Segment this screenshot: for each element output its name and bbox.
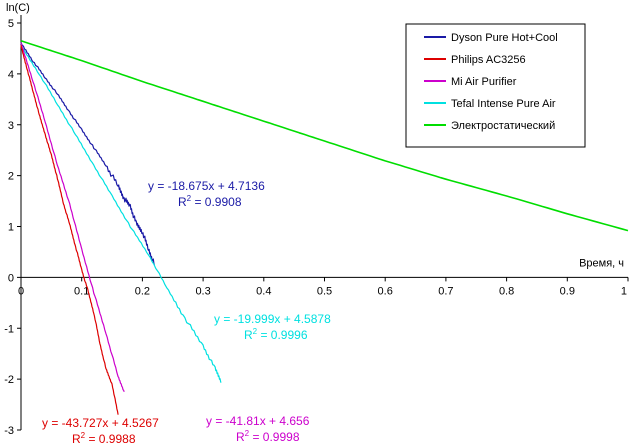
x-tick-label: 0.8 xyxy=(499,285,514,297)
r-squared-value: = 0.9998 xyxy=(249,430,300,444)
r-squared-sup: 2 xyxy=(187,194,192,203)
legend: Dyson Pure Hot+Cool Philips AC3256 Mi Air … xyxy=(405,23,586,148)
x-tick-label: 0.5 xyxy=(317,285,332,297)
legend-label: Dyson Pure Hot+Cool xyxy=(451,32,558,44)
x-tick-label: 0.1 xyxy=(74,285,89,297)
r-squared-r: R xyxy=(244,328,253,342)
x-tick-label: 0.9 xyxy=(560,285,575,297)
r-squared-label: R2 = 0.9988 xyxy=(72,431,136,446)
r-squared-r: R xyxy=(72,432,81,446)
trendline-equation: y = -41.81x + 4.656 xyxy=(206,414,310,428)
x-tick-label: 1 xyxy=(621,285,627,297)
r-squared-r: R xyxy=(178,195,187,209)
r-squared-label: R2 = 0.9908 xyxy=(178,194,242,209)
y-tick-label: 0 xyxy=(8,272,14,284)
axes: -3 -2 -1 0 1 2 3 4 5 0 0.1 0.2 0.3 0.4 0.5 0.6 0.7 0.8 0.9… xyxy=(4,2,629,437)
r-squared-value: = 0.9908 xyxy=(191,195,242,209)
y-axis-title: ln(C) xyxy=(6,2,30,14)
r-squared-value: = 0.9988 xyxy=(85,432,136,446)
y-tick-label: 5 xyxy=(8,18,14,30)
x-tick-label: 0.4 xyxy=(256,285,271,297)
trendline-equation: y = -19.999x + 4.5878 xyxy=(214,312,331,326)
x-tick-label: 0 xyxy=(18,285,24,297)
y-tick-label: 4 xyxy=(8,69,14,81)
series-line-dyson-pure-hot-cool xyxy=(20,42,156,265)
r-squared-r: R xyxy=(236,430,245,444)
series-line-tefal-intense-pure-air xyxy=(20,44,222,383)
series-line-philips-ac3256 xyxy=(20,44,119,415)
legend-label: Электростатический xyxy=(451,120,555,132)
r-squared-sup: 2 xyxy=(81,431,86,440)
series-line-mi-air-purifier xyxy=(20,42,125,393)
y-tick-label: -1 xyxy=(4,323,14,335)
r-squared-label: R2 = 0.9996 xyxy=(244,327,308,342)
r-squared-value: = 0.9996 xyxy=(257,328,308,342)
r-squared-sup: 2 xyxy=(245,429,250,438)
legend-label: Philips AC3256 xyxy=(451,54,526,66)
x-tick-label: 0.6 xyxy=(378,285,393,297)
x-tick-label: 0.2 xyxy=(135,285,150,297)
r-squared-sup: 2 xyxy=(253,327,258,336)
legend-label: Tefal Intense Pure Air xyxy=(451,98,556,110)
r-squared-label: R2 = 0.9998 xyxy=(236,429,300,444)
y-tick-label: -2 xyxy=(4,374,14,386)
y-tick-label: -3 xyxy=(4,425,14,437)
series-layer xyxy=(20,40,629,415)
x-axis-title: Время, ч xyxy=(579,257,624,269)
y-tick-label: 3 xyxy=(8,120,14,132)
x-tick-label: 0.7 xyxy=(438,285,453,297)
series-line-электростатический xyxy=(20,40,629,232)
x-tick-label: 0.3 xyxy=(195,285,210,297)
trendline-equation: y = -18.675x + 4.7136 xyxy=(148,179,265,193)
y-tick-label: 2 xyxy=(8,171,14,183)
legend-label: Mi Air Purifier xyxy=(451,76,517,88)
trendline-equation: y = -43.727x + 4.5267 xyxy=(42,416,159,430)
y-tick-label: 1 xyxy=(8,222,14,234)
legend-box xyxy=(405,23,586,148)
